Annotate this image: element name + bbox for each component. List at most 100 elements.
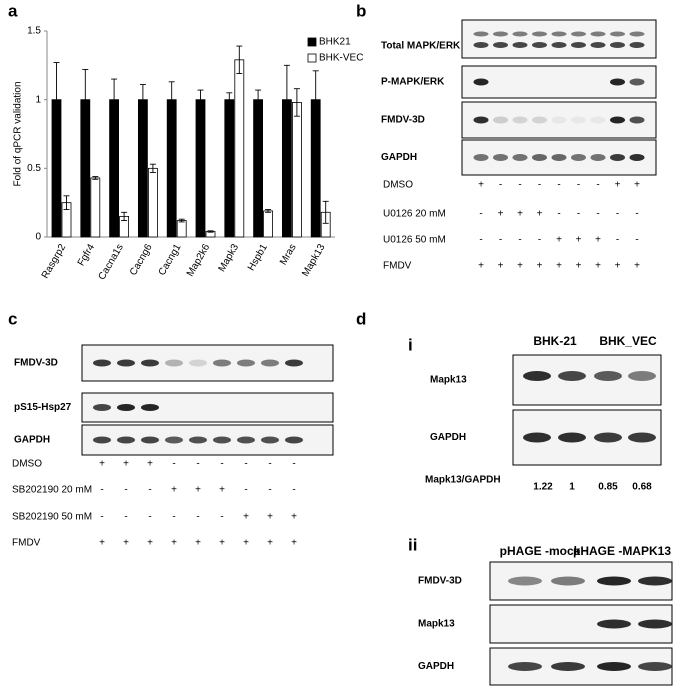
group-label: pHAGE -MAPK13 <box>573 544 671 558</box>
sign: + <box>517 261 523 272</box>
sign: - <box>635 235 638 246</box>
ratio-value: 0.85 <box>598 482 618 493</box>
blot-band <box>532 42 547 48</box>
blot-band <box>628 371 656 381</box>
error-bar <box>236 45 243 75</box>
sub-label: i <box>408 335 413 354</box>
sign: - <box>577 209 580 220</box>
sign: - <box>616 235 619 246</box>
sign: - <box>577 180 580 191</box>
sign: - <box>292 459 295 470</box>
row-label: pS15-Hsp27 <box>14 402 72 413</box>
sign: + <box>123 538 129 549</box>
sign: + <box>219 485 225 496</box>
blot-band <box>590 42 606 48</box>
sign: + <box>171 538 177 549</box>
row-label: FMDV-3D <box>14 358 58 369</box>
blot-band <box>610 42 625 48</box>
blot-frame <box>461 65 657 99</box>
blot-band <box>141 359 159 367</box>
blot-band <box>638 662 672 671</box>
ratio-label: Mapk13/GAPDH <box>425 475 501 486</box>
sign: + <box>291 512 297 523</box>
x-tick-label: Mras <box>278 242 299 267</box>
blot-band <box>629 31 645 37</box>
blot-band <box>473 31 489 37</box>
row-label: GAPDH <box>430 432 466 443</box>
row-label: Total MAPK/ERK <box>381 41 461 52</box>
bar <box>109 99 119 238</box>
x-tick-label: Cacng6 <box>128 242 155 278</box>
treatment-label: U0126 50 mM <box>383 235 446 246</box>
blot-band <box>141 436 159 444</box>
sign: + <box>243 538 249 549</box>
blot-band <box>597 576 631 586</box>
blot-band <box>551 42 567 48</box>
sign: + <box>634 261 640 272</box>
sign: + <box>195 485 201 496</box>
sign: - <box>292 485 295 496</box>
error-bar <box>139 84 146 100</box>
row-label: FMDV-3D <box>418 576 462 587</box>
blot-band <box>571 116 586 124</box>
blot-band <box>597 619 631 629</box>
blot-band <box>628 432 656 443</box>
row-label: Mapk13 <box>430 375 467 386</box>
blot-band <box>629 42 645 48</box>
sign: - <box>499 235 502 246</box>
blot-band <box>512 42 528 48</box>
blot-band <box>493 31 508 37</box>
sign: - <box>616 209 619 220</box>
sign: - <box>244 485 247 496</box>
error-bar <box>322 200 329 224</box>
blot-band <box>93 436 111 444</box>
sign: - <box>557 180 560 191</box>
error-bar <box>149 163 156 173</box>
x-tick-label: Hspb1 <box>246 242 270 273</box>
panel-label: a <box>8 1 18 20</box>
legend-swatch <box>307 37 317 47</box>
y-tick-label: 0 <box>35 232 41 243</box>
bar <box>253 99 264 238</box>
sign: + <box>595 235 601 246</box>
blot-band <box>285 436 303 444</box>
blot-band <box>512 154 528 161</box>
error-bar <box>283 64 290 100</box>
bar <box>166 99 177 238</box>
sign: - <box>479 209 482 220</box>
ratio-value: 1 <box>569 482 575 493</box>
treatment-label: FMDV <box>383 261 412 272</box>
y-axis-label: Fold of qPCR validation <box>13 81 24 186</box>
group-label: pHAGE -mock <box>500 544 581 558</box>
x-tick-label: Mapk13 <box>300 242 328 279</box>
blot-band <box>551 31 567 37</box>
panel-label: b <box>356 1 366 20</box>
blot-band <box>551 116 567 124</box>
bar <box>147 167 158 238</box>
blot-band <box>117 359 135 367</box>
blot-band <box>638 576 672 586</box>
blot-band <box>189 436 207 444</box>
sign: + <box>615 180 621 191</box>
row-label: GAPDH <box>381 152 417 163</box>
ratio-value: 0.68 <box>632 482 652 493</box>
blot-band <box>571 154 586 161</box>
blot-band <box>117 404 135 411</box>
sign: - <box>596 180 599 191</box>
blot-band <box>597 662 631 671</box>
sign: + <box>517 209 523 220</box>
sign: + <box>219 538 225 549</box>
y-tick-label: 0.5 <box>27 163 41 174</box>
panel-label: c <box>8 309 17 328</box>
blot-band <box>165 436 183 444</box>
x-tick-label: Cacng1 <box>157 242 184 278</box>
sign: - <box>196 512 199 523</box>
blot-band <box>141 404 159 411</box>
treatment-label: SB202190 20 mM <box>12 485 92 496</box>
blot-band <box>532 154 547 161</box>
sign: - <box>124 512 127 523</box>
sign: - <box>148 485 151 496</box>
sign: - <box>220 512 223 523</box>
legend-swatch <box>307 53 317 63</box>
sign: - <box>268 459 271 470</box>
